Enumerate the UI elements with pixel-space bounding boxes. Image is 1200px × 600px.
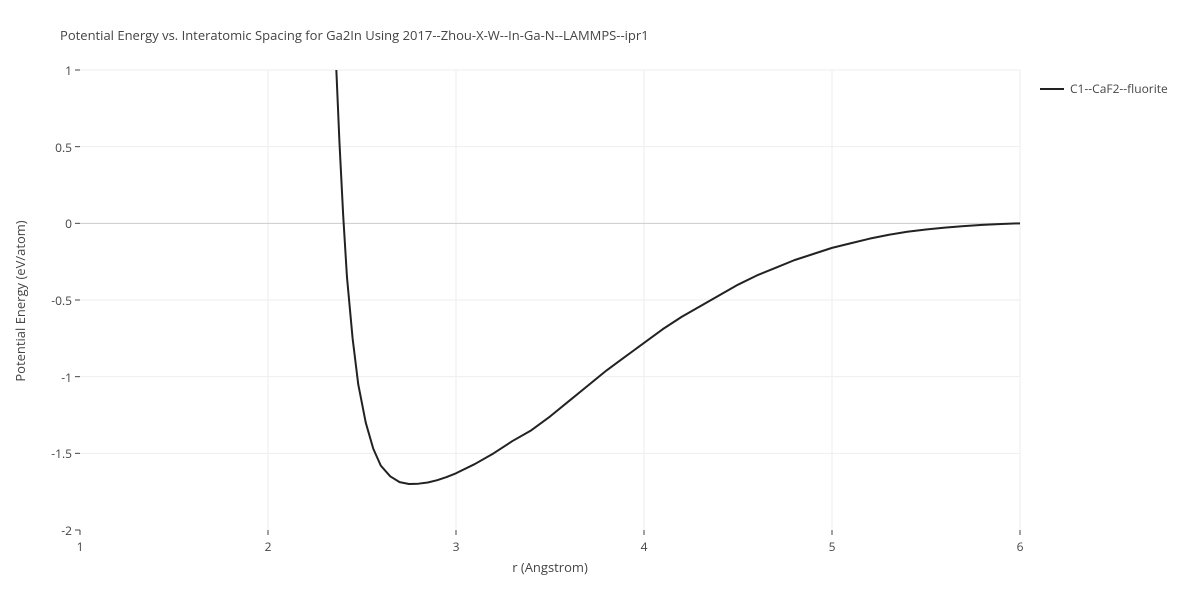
- legend[interactable]: C1--CaF2--fluorite: [1040, 80, 1168, 97]
- x-tick-label: 3: [446, 538, 466, 555]
- chart-container: { "chart": { "type": "line", "title": "P…: [0, 0, 1200, 600]
- gridlines: [80, 70, 1020, 530]
- legend-series-label: C1--CaF2--fluorite: [1070, 80, 1168, 97]
- x-tick-label: 4: [634, 538, 654, 555]
- legend-line-icon: [1040, 88, 1064, 90]
- y-tick-label: 1: [65, 62, 72, 79]
- y-tick-label: -2: [61, 522, 72, 539]
- x-tick-label: 1: [70, 538, 90, 555]
- axes: [75, 70, 1020, 535]
- y-tick-label: -1: [61, 369, 72, 386]
- plot-area[interactable]: [0, 0, 1200, 600]
- y-tick-label: 0: [65, 215, 72, 232]
- y-tick-label: -1.5: [51, 445, 72, 462]
- x-tick-label: 2: [258, 538, 278, 555]
- series-line: [324, 0, 1020, 484]
- x-tick-label: 6: [1010, 538, 1030, 555]
- y-tick-label: -0.5: [51, 292, 72, 309]
- y-tick-label: 0.5: [55, 139, 72, 156]
- data-series: [324, 0, 1020, 484]
- x-tick-label: 5: [822, 538, 842, 555]
